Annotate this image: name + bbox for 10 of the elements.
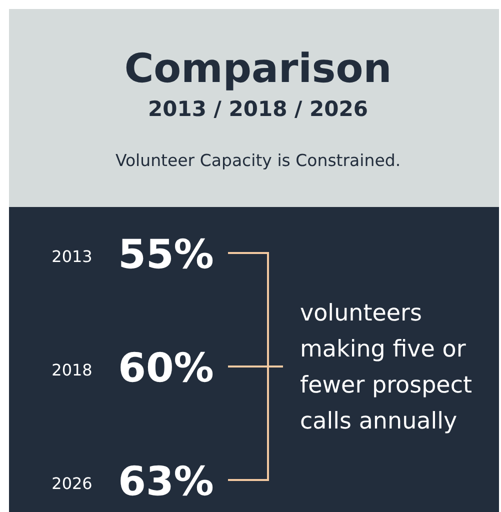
category-label: 2026 [52,474,92,493]
text: volunteers making five or fewer prospect calls annually [300,300,472,434]
category-label: 2013 [52,247,92,266]
text: 2013 / 2018 / 2026 [148,97,368,121]
text: Comparison [124,46,392,92]
data-label: 63% [118,459,214,505]
text: Volunteer Capacity is Constrained. [115,151,401,170]
data-label: 60% [118,346,214,392]
category-label: 2018 [52,360,92,380]
data-label: 55% [118,232,214,278]
